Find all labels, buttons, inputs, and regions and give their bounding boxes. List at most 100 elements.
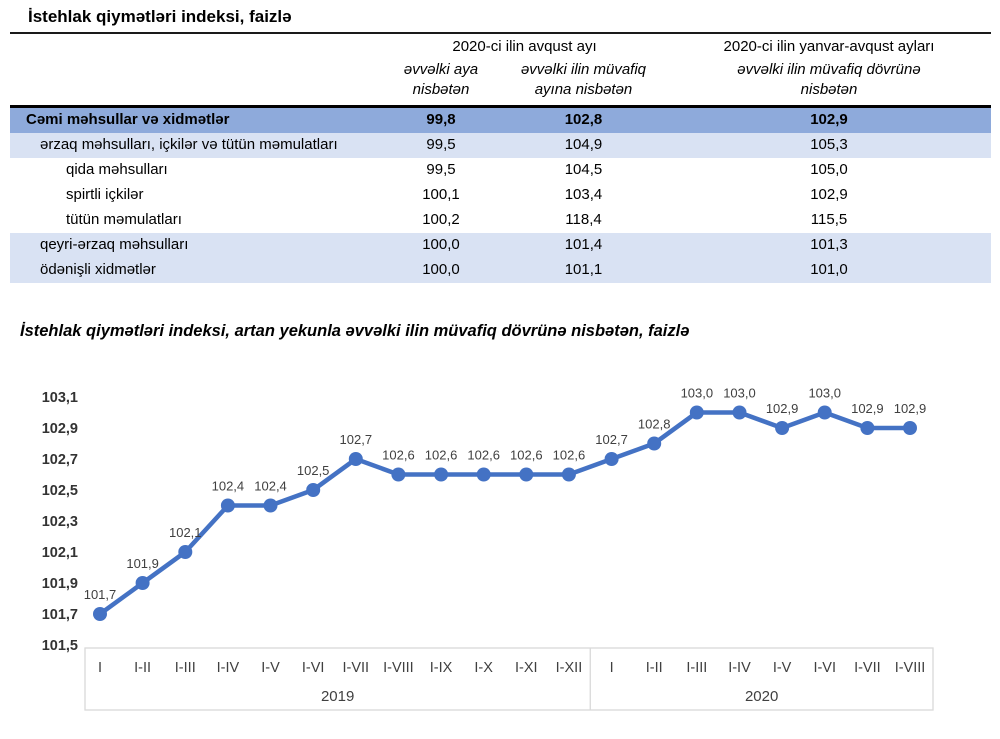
data-point [860, 421, 875, 435]
table-row: ödənişli xidmətlər 100,0 101,1 101,0 [10, 258, 991, 284]
y-axis-label: 102,5 [42, 483, 78, 499]
data-label: 102,1 [169, 525, 202, 540]
month-label: I [610, 660, 614, 676]
row-value: 102,9 [810, 111, 848, 129]
row-value: 101,4 [564, 236, 603, 254]
column-group-august: 2020-ci ilin avqust ayı [452, 38, 597, 56]
data-label: 102,6 [425, 448, 458, 463]
data-point [775, 421, 790, 435]
data-point [476, 467, 491, 482]
row-value: 99,5 [426, 136, 456, 154]
year-label: 2019 [321, 688, 354, 705]
data-point [434, 467, 449, 482]
data-label: 101,7 [84, 587, 117, 602]
data-label: 102,7 [340, 432, 373, 447]
table-row: qeyri-ərzaq məhsulları 100,0 101,4 101,3 [10, 233, 991, 259]
data-point [306, 483, 321, 497]
data-label: 102,9 [766, 401, 799, 416]
y-axis-label: 101,9 [42, 576, 78, 592]
row-value: 103,4 [564, 186, 603, 204]
row-value: 100,0 [422, 236, 460, 254]
row-value: 104,5 [564, 161, 603, 179]
month-label: I-XII [556, 660, 583, 676]
data-point [561, 467, 576, 482]
row-value: 102,8 [564, 111, 603, 129]
blank-cell [10, 36, 382, 58]
data-label: 102,9 [851, 401, 884, 416]
month-label: I-X [474, 660, 493, 676]
x-axis-box [84, 647, 934, 711]
y-axis-label: 102,7 [42, 452, 78, 468]
data-label: 101,9 [126, 556, 159, 571]
month-label: I-VIII [895, 660, 926, 676]
y-axis-label: 101,5 [42, 638, 78, 654]
row-label-text: spirtli içkilər [66, 186, 144, 204]
column-group-row: 2020-ci ilin avqust ayı 2020-ci ilin yan… [10, 36, 991, 58]
row-label: qeyri-ərzaq məhsulları [10, 233, 382, 258]
data-label: 102,4 [254, 479, 287, 494]
row-value: 105,0 [810, 161, 848, 179]
row-label: tütün məmulatları [10, 208, 382, 233]
subheader-text: əvvəlki ilin müvafiq ayına nisbətən [520, 60, 647, 98]
year-label: 2020 [745, 688, 778, 705]
data-point [732, 405, 747, 420]
data-point [689, 405, 704, 420]
row-value: 118,4 [565, 211, 602, 229]
table-body: Cəmi məhsullar və xidmətlər 99,8 102,8 102,… [10, 106, 991, 284]
table-row: spirtli içkilər 100,1 103,4 102,9 [10, 183, 991, 209]
cpi-line-chart: 103,1 102,9 102,7 102,5 102,3 102,1 101,9 101,7… [42, 386, 934, 711]
month-label: I [98, 660, 102, 676]
table-title: İstehlak qiymətləri indeksi, faizlə [28, 7, 292, 26]
data-label: 103,0 [681, 386, 714, 401]
month-label: I-III [175, 660, 196, 676]
table-row: qida məhsulları 99,5 104,5 105,0 [10, 158, 991, 184]
row-value: 104,9 [564, 136, 603, 154]
data-label: 103,0 [808, 386, 841, 401]
row-value: 100,2 [422, 211, 460, 229]
row-label-text: tütün məmulatları [66, 211, 182, 229]
row-label: Cəmi məhsullar və xidmətlər [10, 107, 382, 134]
data-point [263, 498, 278, 513]
table-row: tütün məmulatları 100,2 118,4 115,5 [10, 208, 991, 234]
chart-line [97, 410, 913, 617]
month-label: I-IV [217, 660, 240, 676]
y-axis-label: 103,1 [42, 390, 78, 406]
data-label: 102,6 [553, 448, 586, 463]
data-label: 103,0 [723, 386, 756, 401]
month-label: I-VII [342, 660, 369, 676]
table-header: 2020-ci ilin avqust ayı 2020-ci ilin yan… [10, 36, 991, 109]
data-label: 102,8 [638, 417, 671, 432]
y-axis-label: 102,9 [42, 421, 78, 437]
subheader-prev-year-month: əvvəlki ilin müvafiq ayına nisbətən [500, 58, 667, 109]
data-label: 102,6 [382, 448, 415, 463]
subheader-prev-month: əvvəlki aya nisbətən [382, 58, 500, 109]
month-label: I-IV [728, 660, 751, 676]
table-row: Cəmi məhsullar və xidmətlər 99,8 102,8 102,… [10, 106, 991, 134]
subheader-text: əvvəlki aya nisbətən [403, 60, 479, 98]
row-value: 99,8 [426, 111, 456, 129]
month-label: I-II [646, 660, 663, 676]
data-point [178, 545, 193, 559]
subheader-row: əvvəlki aya nisbətən əvvəlki ilin müvafi… [10, 58, 991, 109]
row-value: 105,3 [810, 136, 848, 154]
row-value: 101,3 [810, 236, 848, 254]
blank-cell [10, 58, 382, 109]
column-group-jan-august: 2020-ci ilin yanvar-avqust ayları [723, 38, 935, 56]
data-point [647, 436, 662, 451]
row-value: 115,5 [810, 211, 848, 229]
data-point [220, 498, 235, 513]
data-point [903, 421, 917, 435]
table-row: ərzaq məhsulları, içkilər və tütün məmul… [10, 133, 991, 159]
month-label: I-II [134, 660, 151, 676]
row-value: 101,1 [564, 261, 603, 279]
subheader-text: əvvəlki ilin müvafiq dövrünə nisbətən [737, 60, 921, 98]
row-value: 100,1 [422, 186, 460, 204]
month-label: I-VIII [383, 660, 414, 676]
title-divider [10, 32, 991, 35]
row-label-text: Cəmi məhsullar və xidmətlər [26, 111, 230, 129]
y-axis-label: 101,7 [42, 607, 78, 623]
row-label: qida məhsulları [10, 158, 382, 183]
data-label: 102,9 [894, 401, 927, 416]
row-label: ödənişli xidmətlər [10, 258, 382, 283]
